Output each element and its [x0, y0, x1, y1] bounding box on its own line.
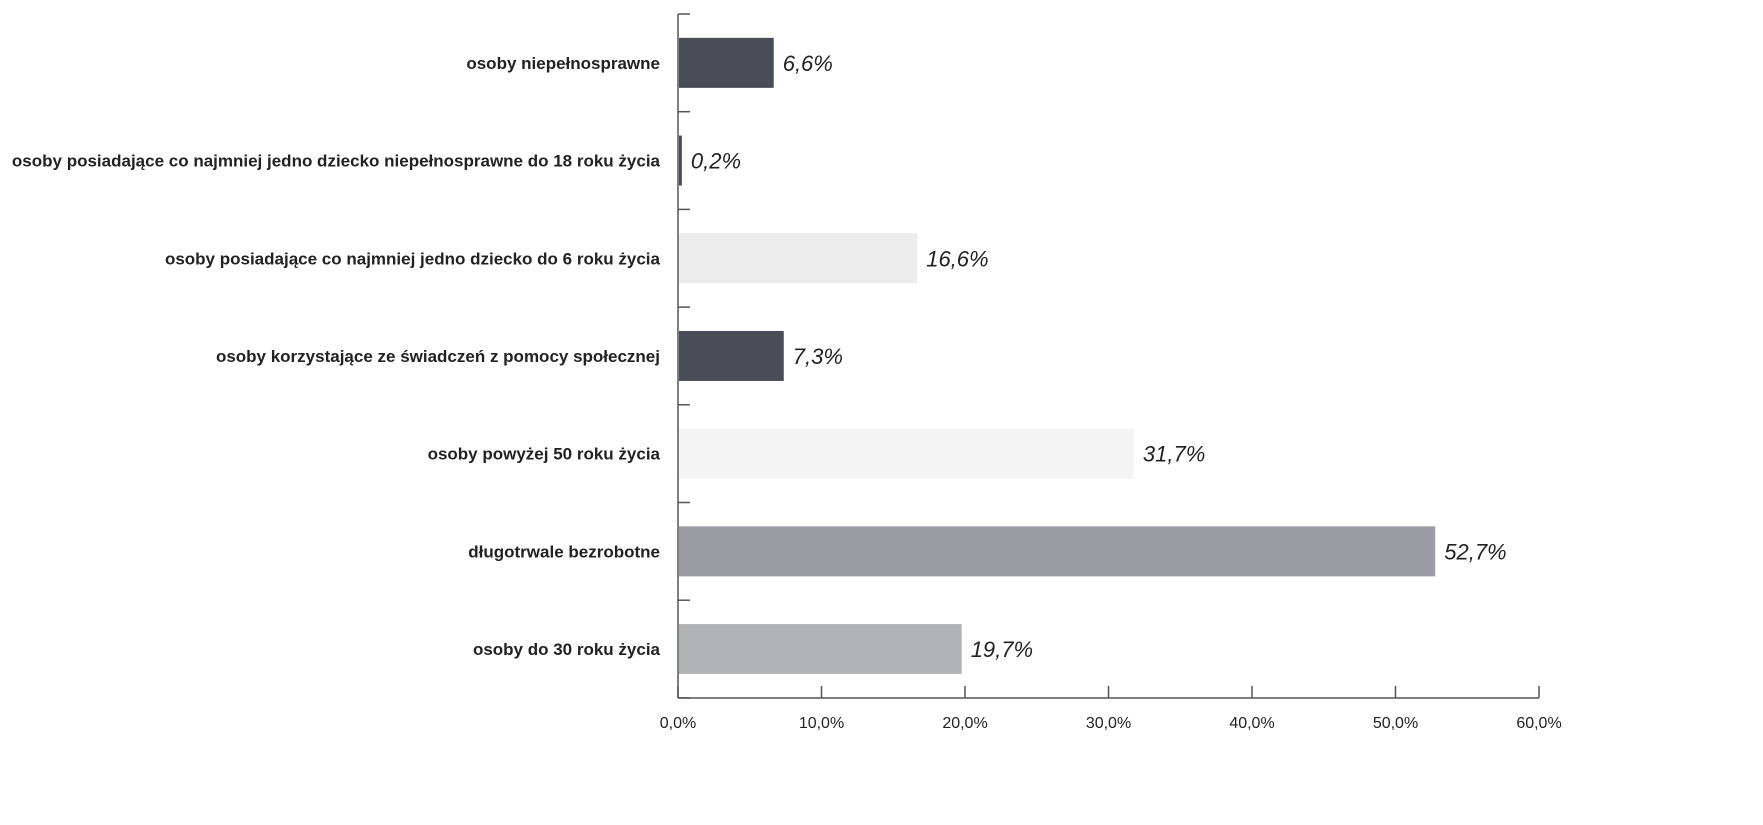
bar-6 [679, 624, 962, 675]
category-label-5: długotrwale bezrobotne [468, 542, 660, 561]
x-tick-label-3: 30,0% [1086, 715, 1131, 732]
value-label-3: 7,3% [793, 344, 843, 369]
bar-0 [679, 37, 774, 88]
category-label-6: osoby do 30 roku życia [473, 640, 661, 659]
bar-4 [679, 428, 1134, 479]
value-label-1: 0,2% [691, 149, 741, 174]
category-label-0: osoby niepełnosprawne [466, 54, 660, 73]
bar-5 [679, 526, 1436, 577]
x-tick-label-2: 20,0% [942, 715, 987, 732]
value-label-5: 52,7% [1444, 539, 1506, 564]
category-label-4: osoby powyżej 50 roku życia [428, 445, 661, 464]
value-label-0: 6,6% [783, 51, 833, 76]
x-tick-label-6: 60,0% [1516, 715, 1561, 732]
bar-3 [679, 330, 784, 381]
value-label-4: 31,7% [1143, 442, 1205, 467]
bar-2 [679, 233, 918, 284]
bar-1 [679, 135, 682, 186]
x-tick-label-0: 0,0% [660, 715, 696, 732]
x-tick-label-5: 50,0% [1373, 715, 1418, 732]
category-label-1: osoby posiadające co najmniej jedno dzie… [12, 152, 661, 171]
x-tick-label-4: 40,0% [1229, 715, 1274, 732]
value-label-6: 19,7% [971, 637, 1033, 662]
value-label-2: 16,6% [926, 246, 988, 271]
x-tick-label-1: 10,0% [799, 715, 844, 732]
category-label-3: osoby korzystające ze świadczeń z pomocy… [216, 347, 660, 366]
category-label-2: osoby posiadające co najmniej jedno dzie… [165, 249, 661, 268]
